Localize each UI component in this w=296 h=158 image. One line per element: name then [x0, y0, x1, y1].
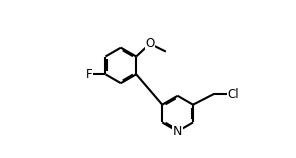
Text: O: O	[145, 37, 155, 50]
Text: Cl: Cl	[228, 88, 239, 101]
Text: N: N	[173, 125, 182, 138]
Text: F: F	[86, 68, 93, 81]
